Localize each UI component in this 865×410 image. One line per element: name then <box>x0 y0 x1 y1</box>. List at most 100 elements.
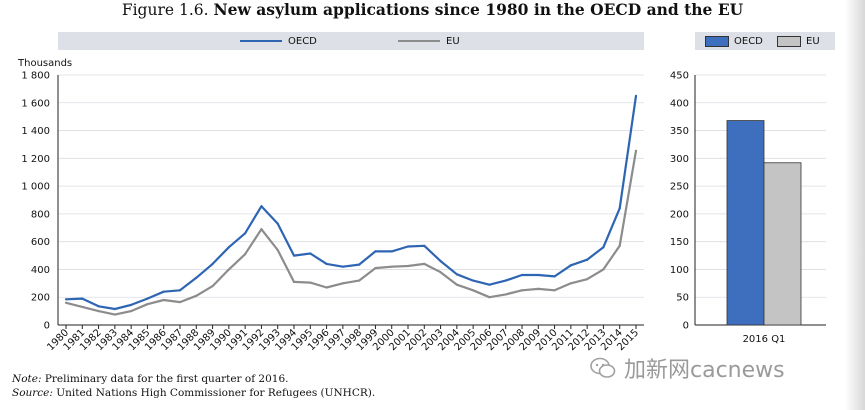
y-tick-label: 1 600 <box>21 98 50 109</box>
data-point-eu <box>358 279 361 282</box>
bar-oecd <box>726 120 765 326</box>
data-point-oecd <box>162 290 165 293</box>
data-point-eu <box>113 313 116 316</box>
bar-eu <box>763 162 802 326</box>
note-text: Preliminary data for the first quarter o… <box>44 373 289 385</box>
bar-y-tick-label: 350 <box>670 126 689 137</box>
data-point-oecd <box>81 297 84 300</box>
y-tick-label: 0 <box>44 321 50 332</box>
y-tick-label: 1 800 <box>21 71 50 82</box>
bar-legend-swatch-eu <box>777 35 801 47</box>
y-tick-label: 800 <box>31 209 50 220</box>
data-point-eu <box>406 264 410 268</box>
legend-swatch-eu <box>398 40 440 42</box>
data-point-oecd <box>64 298 68 301</box>
bar-chart-legend: OECD EU <box>695 32 835 50</box>
bar-legend-label-eu: EU <box>806 35 820 47</box>
data-point-oecd <box>472 279 475 282</box>
data-point-eu <box>162 298 165 302</box>
data-point-eu <box>423 262 426 265</box>
figure-number: Figure 1.6. <box>121 1 209 19</box>
bar-y-tick-label: 150 <box>670 237 689 248</box>
data-point-oecd <box>113 307 116 311</box>
data-point-eu <box>97 310 100 313</box>
data-point-oecd <box>374 250 377 253</box>
data-point-eu <box>439 271 442 274</box>
data-point-eu <box>520 289 524 292</box>
y-axis-unit-label: Thousands <box>17 58 72 69</box>
data-point-eu <box>390 265 393 268</box>
data-point-eu <box>211 285 214 288</box>
page-edge-shadow <box>845 0 865 410</box>
data-point-eu <box>146 303 149 306</box>
source-line: Source: United Nations High Commissioner… <box>12 386 375 400</box>
y-tick-label: 1 200 <box>21 154 50 165</box>
y-tick-label: 1 400 <box>21 126 50 137</box>
y-tick-label: 1 000 <box>21 182 50 193</box>
data-point-oecd <box>634 94 638 97</box>
series-line-eu <box>65 150 638 316</box>
data-point-eu <box>195 294 198 297</box>
legend-swatch-oecd <box>240 40 282 42</box>
data-point-eu <box>374 266 377 270</box>
data-point-oecd <box>341 265 344 268</box>
data-point-oecd <box>260 205 263 208</box>
data-point-oecd <box>309 252 312 255</box>
data-point-eu <box>488 296 491 299</box>
data-point-eu <box>276 248 279 252</box>
bar-y-tick-label: 250 <box>670 182 689 193</box>
data-point-oecd <box>97 305 100 308</box>
y-tick-label: 600 <box>31 237 50 248</box>
bar-y-tick-label: 50 <box>676 293 689 304</box>
data-point-oecd <box>146 297 149 300</box>
data-point-eu <box>602 268 605 271</box>
data-point-oecd <box>130 303 133 306</box>
y-tick-label: 400 <box>31 265 50 276</box>
data-point-oecd <box>211 262 214 265</box>
data-point-oecd <box>553 275 556 278</box>
figure-title: Figure 1.6. New asylum applications sinc… <box>0 0 865 19</box>
data-point-oecd <box>276 222 279 225</box>
bar-y-tick-label: 400 <box>670 98 689 109</box>
data-point-eu <box>569 282 572 285</box>
data-point-eu <box>618 244 621 247</box>
data-point-oecd <box>358 263 361 266</box>
data-point-oecd <box>537 273 540 277</box>
data-point-oecd <box>586 258 589 261</box>
legend-item-oecd: OECD <box>240 32 317 50</box>
legend-label-oecd: OECD <box>288 35 317 47</box>
data-point-eu <box>537 287 540 290</box>
data-point-eu <box>504 293 507 296</box>
data-point-oecd <box>292 254 296 257</box>
data-point-eu <box>292 280 296 284</box>
data-point-oecd <box>406 245 410 248</box>
data-point-oecd <box>455 273 458 276</box>
data-point-oecd <box>439 260 442 263</box>
source-label: Source: <box>12 387 53 399</box>
data-point-oecd <box>488 283 491 286</box>
data-point-eu <box>634 149 638 152</box>
line-chart-legend: OECD EU <box>58 32 644 50</box>
bar-y-tick-label: 100 <box>670 265 689 276</box>
data-point-eu <box>227 268 230 271</box>
data-point-eu <box>81 305 84 309</box>
data-point-oecd <box>244 232 247 235</box>
figure-notes: Note: Preliminary data for the first qua… <box>12 372 375 400</box>
data-point-oecd <box>325 262 328 265</box>
data-point-eu <box>260 228 263 231</box>
bar-y-tick-label: 300 <box>670 154 689 165</box>
data-point-oecd <box>504 279 507 282</box>
figure-title-text: New asylum applications since 1980 in th… <box>213 0 744 19</box>
bar-legend-swatch-oecd <box>705 35 729 47</box>
data-point-oecd <box>195 276 198 279</box>
data-point-eu <box>553 289 556 292</box>
data-point-eu <box>325 286 328 289</box>
bar-category-label: 2016 Q1 <box>743 334 786 345</box>
bar-y-tick-label: 0 <box>683 321 689 332</box>
data-point-oecd <box>390 250 393 253</box>
watermark-text: 加新网cacnews <box>624 358 785 383</box>
bar-legend-label-oecd: OECD <box>734 35 763 47</box>
source-text: United Nations High Commissioner for Ref… <box>56 387 376 399</box>
data-point-oecd <box>618 207 621 210</box>
